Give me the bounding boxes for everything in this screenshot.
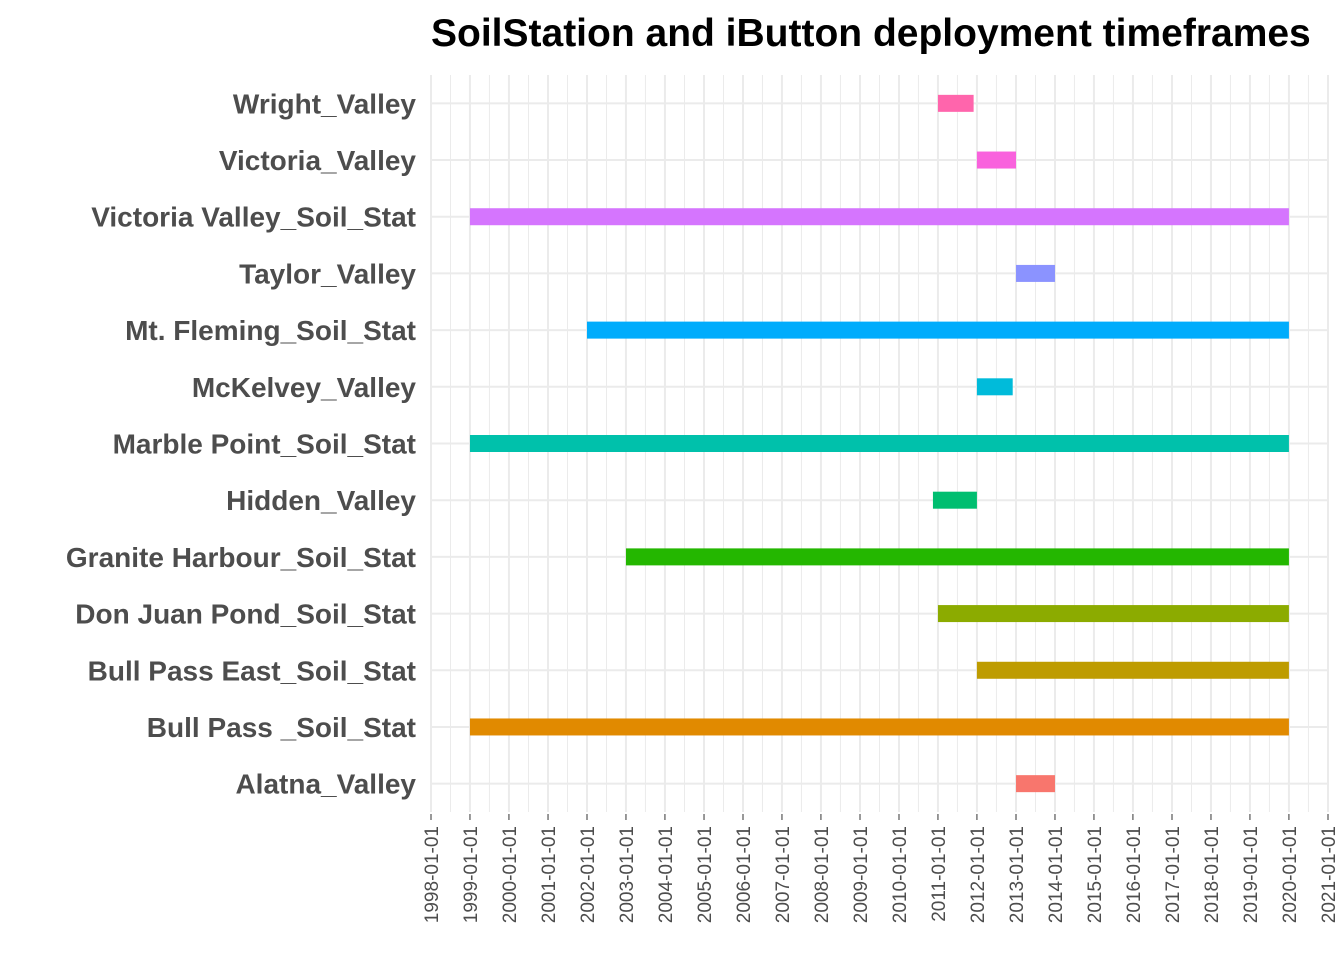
x-tick-label: 2005-01-01 (695, 826, 716, 923)
timeline-bar (1016, 775, 1055, 793)
y-tick-label: McKelvey_Valley (192, 372, 417, 403)
x-axis-ticks: 1998-01-01 1999-01-01 2000-01-01 2001-01-01… (422, 814, 1340, 923)
timeline-bar (976, 378, 1013, 396)
x-tick-label: 2012-01-01 (968, 826, 989, 923)
timeline-bar (469, 208, 1289, 226)
x-tick-label: 1999-01-01 (461, 826, 482, 923)
x-tick-label: 2018-01-01 (1202, 826, 1223, 923)
timeline-bar (469, 718, 1289, 736)
x-tick-label: 2016-01-01 (1124, 826, 1145, 923)
timeline-bar (469, 435, 1289, 452)
timeline-bar (586, 321, 1289, 339)
x-tick-label: 2019-01-01 (1241, 826, 1262, 923)
x-tick-label: 2004-01-01 (656, 826, 677, 923)
timeline-bar (625, 548, 1289, 566)
timeline-bar (937, 605, 1289, 623)
x-tick-label: 2013-01-01 (1007, 826, 1028, 923)
x-tick-label: 2010-01-01 (890, 826, 911, 923)
timeline-bar (932, 491, 977, 509)
y-tick-label: Wright_Valley (233, 88, 417, 119)
y-tick-label: Victoria_Valley (219, 145, 417, 176)
y-tick-label: Victoria Valley_Soil_Stat (91, 202, 416, 233)
y-tick-label: Bull Pass East_Soil_Stat (88, 655, 416, 686)
y-tick-label: Mt. Fleming_Soil_Stat (125, 315, 416, 346)
y-tick-label: Bull Pass _Soil_Stat (147, 712, 416, 743)
timeline-bar (976, 151, 1017, 169)
x-tick-label: 2009-01-01 (851, 826, 872, 923)
x-tick-label: 2017-01-01 (1163, 826, 1184, 923)
y-tick-label: Marble Point_Soil_Stat (113, 429, 416, 460)
x-tick-label: 2020-01-01 (1280, 826, 1301, 923)
y-tick-label: Hidden_Valley (226, 485, 416, 516)
y-axis-labels: Alatna_Valley Bull Pass _Soil_Stat Bull Pa… (66, 88, 417, 799)
chart-title: SoilStation and iButton deployment timef… (431, 12, 1311, 55)
timeline-bar (1016, 264, 1055, 282)
x-tick-label: 2021-01-01 (1319, 826, 1340, 923)
x-tick-label: 2007-01-01 (773, 826, 794, 923)
timeline-bar (976, 661, 1289, 679)
y-tick-label: Taylor_Valley (239, 258, 416, 289)
x-tick-label: 2000-01-01 (500, 826, 521, 923)
x-tick-label: 2002-01-01 (578, 826, 599, 923)
x-tick-label: 2006-01-01 (734, 826, 755, 923)
x-tick-label: 2001-01-01 (539, 826, 560, 923)
bars (469, 94, 1289, 793)
x-tick-label: 1998-01-01 (422, 826, 443, 923)
y-tick-label: Don Juan Pond_Soil_Stat (75, 599, 416, 630)
x-tick-label: 2011-01-01 (929, 826, 950, 922)
y-tick-label: Granite Harbour_Soil_Stat (66, 542, 416, 573)
x-tick-label: 2014-01-01 (1046, 826, 1067, 923)
timeline-bar (937, 94, 974, 112)
x-tick-label: 2015-01-01 (1085, 826, 1106, 923)
x-tick-label: 2003-01-01 (617, 826, 638, 923)
x-tick-label: 2008-01-01 (812, 826, 833, 923)
y-tick-label: Alatna_Valley (235, 769, 416, 800)
